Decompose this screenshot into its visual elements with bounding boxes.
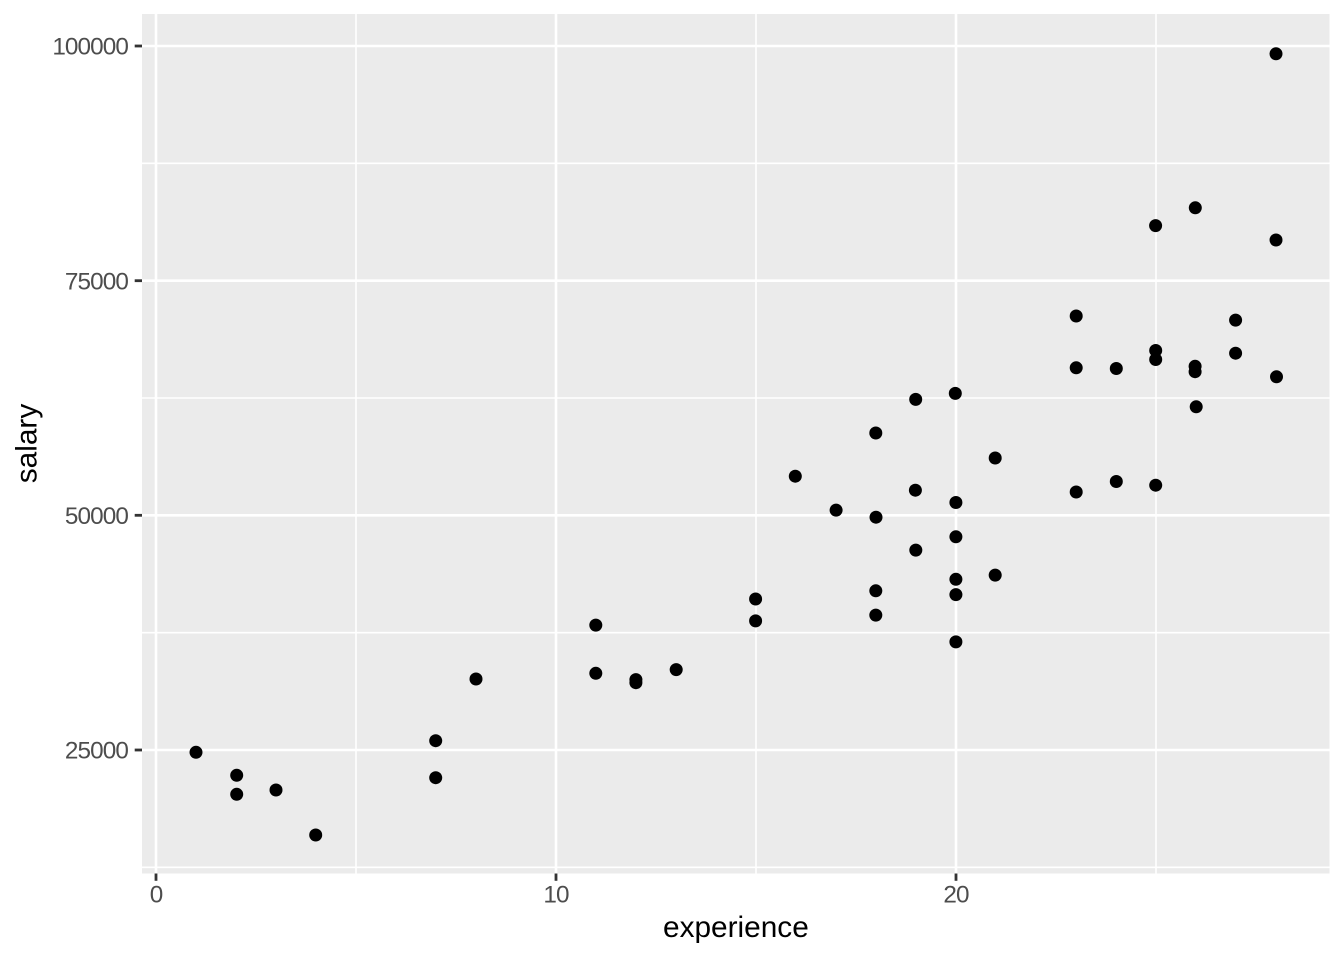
svg-text:50000: 50000 <box>65 503 128 530</box>
svg-text:experience: experience <box>663 911 809 944</box>
svg-text:100000: 100000 <box>52 34 128 61</box>
svg-text:0: 0 <box>150 882 163 909</box>
svg-text:20: 20 <box>943 882 969 909</box>
svg-text:25000: 25000 <box>65 738 128 765</box>
svg-text:10: 10 <box>543 882 569 909</box>
svg-text:75000: 75000 <box>65 268 128 295</box>
svg-text:salary: salary <box>11 404 44 484</box>
